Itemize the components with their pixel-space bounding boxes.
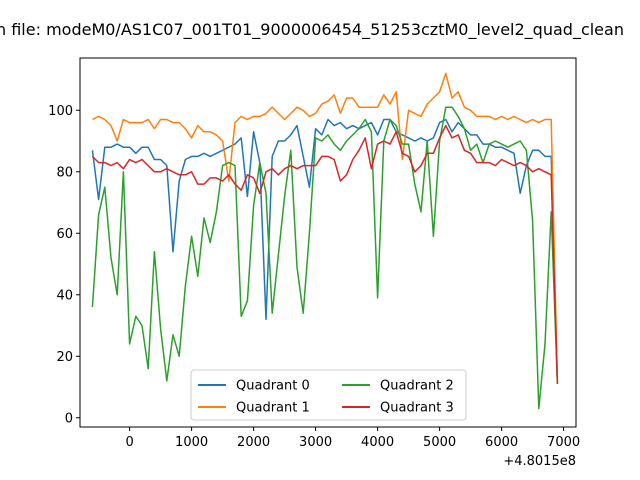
y-tick-label: 100: [48, 104, 73, 119]
legend-label: Quadrant 1: [236, 401, 310, 416]
x-tick-label: 1000: [175, 435, 208, 450]
x-tick-label: 4000: [361, 435, 394, 450]
series-line-quadrant-3: [91, 124, 559, 384]
x-axis: 0 1000 2000 3000 4000 5000 6000 7000: [125, 427, 580, 450]
x-offset-label: +4.8015e8: [503, 454, 576, 469]
x-tick-label: 2000: [237, 435, 270, 450]
legend-label: Quadrant 0: [236, 379, 310, 394]
chart-title: n file: modeM0/AS1C07_001T01_9000006454_…: [0, 20, 624, 40]
y-axis: 0 20 40 60 80 100: [48, 104, 80, 426]
y-tick-label: 0: [65, 411, 73, 426]
x-tick-label: 7000: [547, 435, 580, 450]
series-line-quadrant-1: [92, 72, 559, 381]
x-tick-label: 5000: [423, 435, 456, 450]
series-line-quadrant-2: [91, 106, 559, 410]
legend: Quadrant 0 Quadrant 1 Quadrant 2 Quadrant 3: [190, 369, 467, 421]
series-layer: [91, 72, 559, 410]
legend-label: Quadrant 2: [380, 379, 454, 394]
legend-items: Quadrant 0 Quadrant 1 Quadrant 2 Quadrant 3: [198, 379, 454, 416]
x-tick-label: 3000: [299, 435, 332, 450]
y-tick-label: 80: [56, 165, 73, 180]
x-tick-label: 6000: [485, 435, 518, 450]
y-tick-label: 20: [56, 350, 73, 365]
y-tick-label: 40: [56, 288, 73, 303]
x-tick-label: 0: [125, 435, 133, 450]
legend-box: [190, 369, 467, 421]
plot-frame: [79, 57, 577, 428]
series-line-quadrant-0: [91, 118, 559, 384]
y-tick-label: 60: [56, 227, 73, 242]
legend-label: Quadrant 3: [380, 401, 454, 416]
